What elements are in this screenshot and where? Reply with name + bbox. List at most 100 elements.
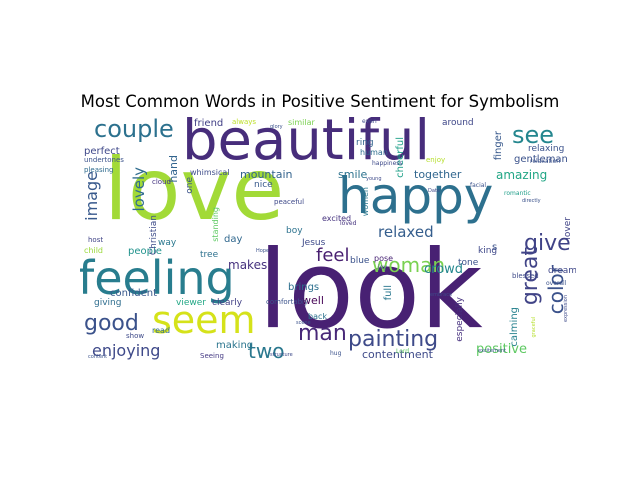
word-two: two — [248, 339, 285, 363]
word-pleasing: pleasing — [84, 166, 114, 174]
word-well: well — [302, 294, 324, 307]
word-pose: pose — [374, 254, 394, 263]
word-expression: expression — [563, 295, 569, 322]
word-structure: structure — [270, 352, 293, 358]
word-viewer: viewer — [176, 298, 206, 308]
chart-title: Most Common Words in Positive Sentiment … — [80, 92, 560, 111]
word-comfortably: comfortably — [266, 298, 309, 306]
word-give: give — [524, 231, 571, 256]
word-undertones: undertones — [84, 156, 124, 164]
word-making: making — [216, 340, 254, 351]
word-happy: happy — [338, 167, 494, 225]
word-back: back — [308, 312, 328, 321]
word-facial: facial — [470, 182, 487, 189]
word-one: one — [185, 177, 195, 194]
word-blue: blue — [350, 256, 370, 266]
word-image: image — [82, 171, 101, 221]
word-excitement: excitement — [478, 348, 507, 354]
word-content: content — [88, 354, 108, 360]
word-positive: positive — [476, 342, 527, 357]
word-see: see — [512, 121, 555, 149]
word-together: together — [414, 168, 462, 181]
word-human: human — [360, 148, 388, 157]
word-friend: friend — [194, 118, 224, 129]
word-especially: especially — [455, 297, 465, 342]
word-people: people — [128, 246, 162, 257]
word-Date: Date — [428, 188, 440, 194]
word-perfect: perfect — [84, 146, 120, 157]
word-directly: directly — [522, 198, 541, 204]
word-dream: dream — [548, 266, 576, 276]
word-tone: tone — [458, 258, 479, 268]
word-always: always — [232, 118, 257, 126]
word-scene: scene — [296, 320, 311, 326]
word-child: child — [84, 246, 103, 255]
word-full: full — [383, 285, 394, 301]
word-way: way — [158, 238, 177, 248]
word-overall: overall — [546, 280, 567, 287]
word-king: king — [478, 246, 498, 256]
word-confident: confident — [110, 288, 158, 299]
word-seem: seem — [152, 298, 256, 342]
word-host: host — [88, 236, 104, 244]
word-boy: boy — [286, 226, 303, 236]
word-Lord: Lord — [396, 348, 410, 355]
word-Jesus: Jesus — [302, 238, 326, 248]
word-peaceful: peaceful — [274, 198, 305, 206]
word-Christian: Christian — [149, 215, 159, 256]
word-blessed: blessed — [512, 272, 539, 280]
word-cheerful: cheerful — [395, 137, 406, 178]
word-cloud: love look beautiful happy feeling seem c… — [80, 117, 576, 365]
word-Seeing: Seeing — [200, 352, 224, 360]
word-hug: hug — [330, 350, 342, 357]
word-happiness: happiness — [372, 160, 403, 167]
word-look: look — [258, 228, 483, 353]
word-ring: ring — [356, 138, 374, 148]
word-enjoying: enjoying — [92, 341, 161, 360]
word-romantic: romantic — [504, 190, 531, 197]
word-relaxed: relaxed — [378, 223, 434, 241]
word-women: women — [361, 187, 370, 217]
word-woman: woman — [372, 253, 446, 277]
word-smile: smile — [338, 168, 368, 181]
word-painting: painting — [348, 327, 439, 352]
word-crowd: crowd — [424, 262, 464, 277]
word-feel: feel — [316, 245, 350, 266]
word-show: show — [126, 332, 145, 340]
word-feeling: feeling — [80, 251, 235, 305]
word-young: young — [366, 176, 382, 182]
word-clearly: clearly — [212, 298, 243, 308]
word-lovely: lovely — [130, 167, 148, 212]
word-giving: giving — [94, 298, 122, 308]
word-gentleman: gentleman — [514, 154, 568, 165]
word-contentment: contentment — [362, 348, 433, 361]
word-love: love — [104, 140, 285, 240]
word-finger: finger — [493, 131, 504, 161]
word-cloud: cloud — [152, 178, 171, 186]
word-good: good — [84, 311, 139, 336]
word-calming: calming — [509, 307, 520, 347]
word-embrace: embrace — [430, 292, 453, 298]
word-joy: joy — [378, 264, 387, 271]
word-standing: standing — [211, 207, 220, 242]
word-tree: tree — [200, 250, 219, 260]
word-makes: makes — [228, 258, 268, 272]
word-man: man — [298, 321, 347, 346]
word-read: read — [152, 326, 171, 335]
word-glory: glory — [270, 124, 283, 130]
word-lover: lover — [563, 217, 573, 240]
word-couple: couple — [94, 117, 174, 143]
word-amazing: amazing — [496, 168, 548, 182]
word-Hope: Hope — [256, 248, 270, 254]
word-relaxing: relaxing — [528, 144, 565, 154]
word-graceful: graceful — [531, 317, 537, 338]
word-similar: similar — [288, 118, 315, 127]
word-s: s — [492, 242, 498, 253]
word-enjoy: enjoy — [426, 156, 446, 164]
word-whimsical: whimsical — [190, 168, 230, 177]
word-around: around — [442, 118, 474, 128]
word-relaxation: relaxation — [530, 158, 561, 165]
word-excited: excited — [322, 214, 352, 223]
word-brings: brings — [288, 282, 320, 293]
word-mountain: mountain — [240, 168, 293, 181]
